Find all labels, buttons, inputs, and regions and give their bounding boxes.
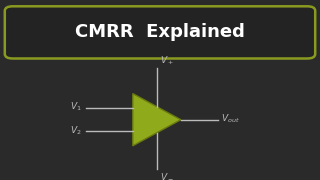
Text: $V_{out}$: $V_{out}$	[221, 112, 239, 125]
FancyBboxPatch shape	[5, 6, 315, 58]
Text: $V_2$: $V_2$	[70, 124, 82, 137]
Text: $V_+$: $V_+$	[160, 54, 174, 67]
Text: $V_1$: $V_1$	[70, 101, 82, 113]
Text: $V_-$: $V_-$	[160, 171, 174, 180]
Polygon shape	[133, 94, 181, 146]
Text: CMRR  Explained: CMRR Explained	[75, 23, 245, 41]
